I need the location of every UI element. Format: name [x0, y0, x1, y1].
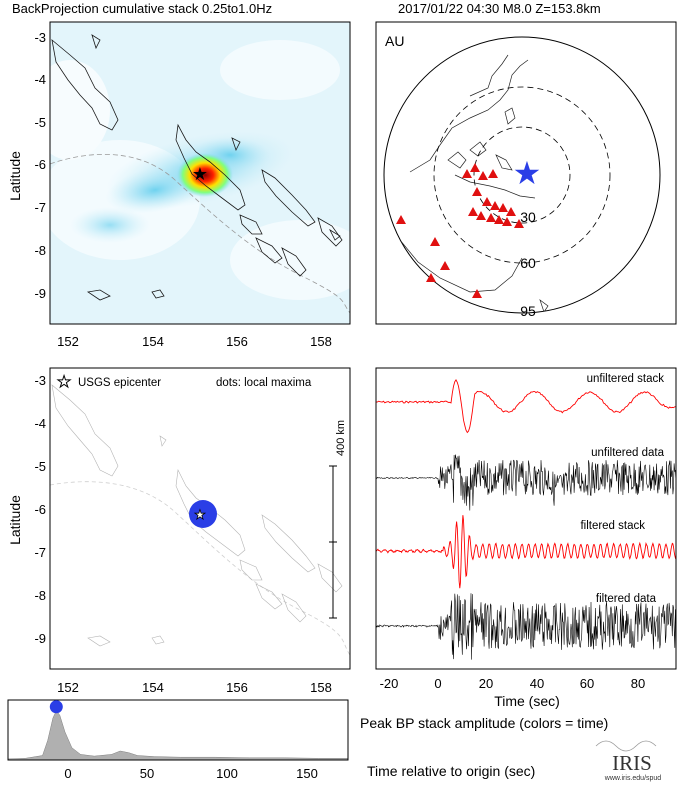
xtick: 40: [530, 676, 544, 691]
top-map-xticks: 152 154 156 158: [57, 334, 332, 349]
xtick: 156: [226, 334, 248, 349]
ytick: -4: [34, 416, 46, 431]
local-maximum-dot: [189, 500, 217, 528]
ytick: -3: [34, 373, 46, 388]
xtick: 152: [57, 334, 79, 349]
timeline-panel: [7, 699, 349, 761]
station-triangles: [396, 163, 524, 298]
timeline-xlabel: Time relative to origin (sec): [367, 763, 535, 779]
scale-label: 400 km: [335, 420, 347, 456]
trace-xlabel: Time (sec): [494, 693, 560, 709]
ytick: -9: [34, 286, 46, 301]
epicenter-star-icon: ★: [194, 507, 206, 522]
top-map: ★: [49, 21, 351, 325]
ytick: -9: [34, 631, 46, 646]
iris-logo: IRIS www.iris.edu/spud: [595, 740, 662, 782]
trace-label: filtered data: [596, 593, 657, 605]
bottom-map: ★ ★ USGS epicenter dots: local maxima 40…: [49, 367, 351, 670]
trace-xticks: -20 0 20 40 60 80: [380, 676, 646, 691]
ytick: -4: [34, 72, 46, 87]
peak-time-marker: [49, 700, 63, 714]
ytick: -7: [34, 200, 46, 215]
timeline-caption: Peak BP stack amplitude (colors = time): [360, 715, 608, 731]
logo-text: IRIS: [612, 751, 652, 775]
unfiltered-data-trace: [376, 454, 676, 511]
xtick: 100: [216, 766, 238, 781]
region-label: AU: [385, 33, 404, 49]
bottom-map-yticks: -3 -4 -5 -6 -7 -8 -9: [34, 373, 46, 646]
legend-epicenter: USGS epicenter: [78, 377, 161, 389]
legend-dots: dots: local maxima: [216, 377, 312, 389]
xtick: 154: [142, 334, 164, 349]
distance-label: 60: [520, 255, 536, 271]
ytick: -3: [34, 30, 46, 45]
top-map-ylabel: Latitude: [7, 151, 23, 201]
chart-title: BackProjection cumulative stack 0.25to1.…: [12, 1, 272, 16]
epicenter-star-icon: ★: [192, 164, 208, 184]
xtick: 150: [296, 766, 318, 781]
xtick: -20: [380, 676, 399, 691]
xtick: 0: [64, 766, 71, 781]
ytick: -6: [34, 157, 46, 172]
trace-label: unfiltered data: [591, 447, 664, 459]
xtick: 60: [580, 676, 594, 691]
trace-label: unfiltered stack: [587, 373, 665, 385]
xtick: 154: [142, 680, 164, 695]
top-map-yticks: -3 -4 -5 -6 -7 -8 -9: [34, 30, 46, 301]
bottom-map-ylabel: Latitude: [7, 495, 23, 545]
unfiltered-stack-trace: [376, 379, 676, 434]
ytick: -5: [34, 459, 46, 474]
timeline-xticks: 0 50 100 150: [64, 766, 317, 781]
legend-star-icon: ★: [57, 374, 71, 391]
scale-bar: [329, 465, 337, 619]
xtick: 80: [631, 676, 645, 691]
trace-panel: unfiltered stack unfiltered data filtere…: [375, 367, 677, 670]
ytick: -6: [34, 502, 46, 517]
distance-label: 95: [520, 303, 536, 319]
xtick: 0: [434, 676, 441, 691]
logo-url: www.iris.edu/spud: [604, 775, 662, 782]
filtered-stack-trace: [376, 515, 676, 589]
ytick: -7: [34, 545, 46, 560]
epicenter-star-icon: ★: [513, 155, 542, 191]
event-info: 2017/01/22 04:30 M8.0 Z=153.8km: [398, 1, 601, 16]
bp-energy-peak: [177, 153, 233, 197]
xtick: 50: [140, 766, 154, 781]
xtick: 158: [310, 334, 332, 349]
xtick: 152: [57, 680, 79, 695]
peak-amplitude-area: [7, 710, 349, 761]
ytick: -5: [34, 115, 46, 130]
filtered-data-trace: [376, 593, 676, 660]
ytick: -8: [34, 243, 46, 258]
trace-label: filtered stack: [580, 520, 645, 532]
station-globe: ★ AU 30 60 95: [375, 21, 677, 325]
ytick: -8: [34, 588, 46, 603]
xtick: 20: [479, 676, 493, 691]
xtick: 158: [310, 680, 332, 695]
xtick: 156: [226, 680, 248, 695]
bottom-map-xticks: 152 154 156 158: [57, 680, 332, 695]
distance-label: 30: [520, 209, 536, 225]
